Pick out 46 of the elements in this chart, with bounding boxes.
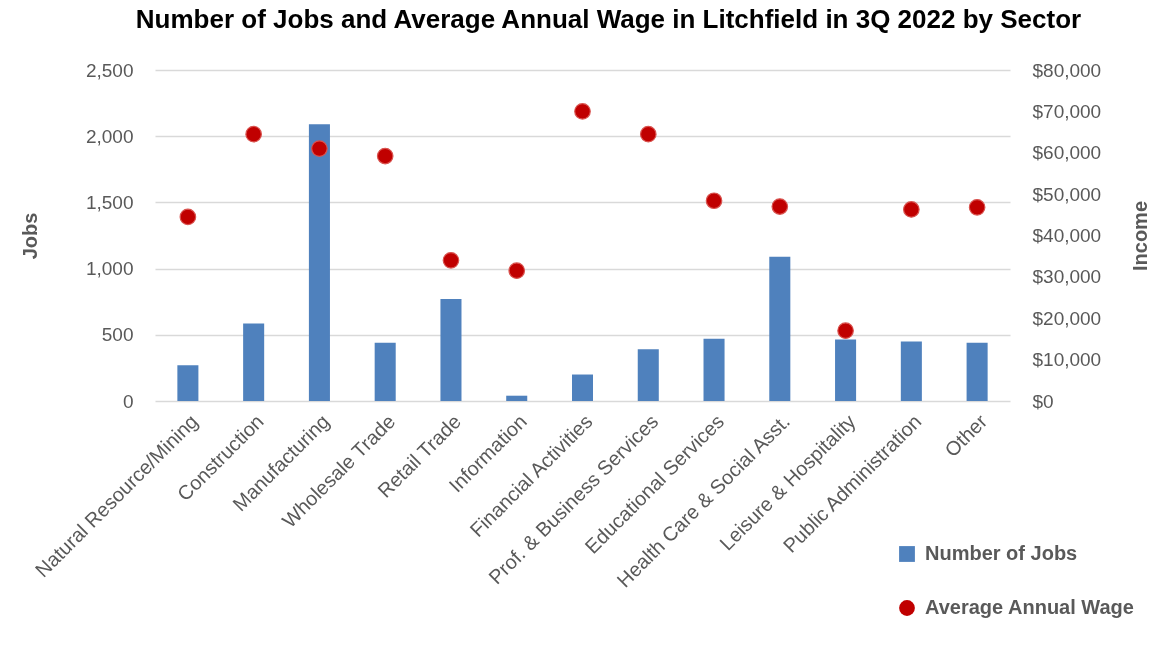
point <box>376 147 394 165</box>
point <box>903 201 920 218</box>
y-tick-label: 1,500 <box>85 191 134 213</box>
bar <box>769 256 791 401</box>
y2-tick-label: $60,000 <box>1032 142 1102 164</box>
y2-tick-label: $10,000 <box>1032 349 1102 371</box>
y2-tick-label: $50,000 <box>1032 183 1102 205</box>
y2-tick-label: $0 <box>1032 390 1054 412</box>
y-tick-label: 500 <box>101 324 134 346</box>
bar <box>506 395 528 401</box>
point <box>508 262 526 279</box>
bar <box>440 299 462 401</box>
y-tick-label: 0 <box>122 390 134 412</box>
y2-tick-label: $70,000 <box>1032 100 1102 122</box>
point <box>311 140 328 157</box>
chart-title: Number of Jobs and Average Annual Wage in Litchfield in 3Q 2022 by Sector <box>135 4 1082 34</box>
y2-tick-label: $80,000 <box>1032 59 1102 81</box>
point <box>639 125 657 143</box>
bar <box>177 365 199 401</box>
bar <box>966 342 988 401</box>
bar <box>703 338 725 401</box>
point <box>574 103 591 120</box>
bar <box>835 339 857 401</box>
y-tick-label: 1,000 <box>85 258 134 280</box>
bar <box>637 349 659 401</box>
bar <box>571 374 594 401</box>
point <box>837 322 854 339</box>
y2-tick-label: $30,000 <box>1032 266 1102 288</box>
point <box>179 208 197 226</box>
y-axis-title: Jobs <box>18 212 41 260</box>
bar <box>900 341 922 401</box>
y2-tick-label: $40,000 <box>1032 225 1102 246</box>
y-tick-label: 2,000 <box>85 125 134 147</box>
legend-label: Number of Jobs <box>925 542 1078 564</box>
point <box>968 199 986 216</box>
y2-tick-label: $20,000 <box>1032 307 1102 329</box>
point <box>705 192 723 210</box>
bar <box>308 124 330 401</box>
point <box>442 251 460 269</box>
y-tick-label: 2,500 <box>85 59 134 81</box>
legend-label: Average Annual Wage <box>925 596 1134 618</box>
bar <box>243 323 265 401</box>
y2-axis-title: Income <box>1128 200 1151 272</box>
bar <box>374 342 396 401</box>
point <box>771 198 789 215</box>
point <box>245 125 262 143</box>
